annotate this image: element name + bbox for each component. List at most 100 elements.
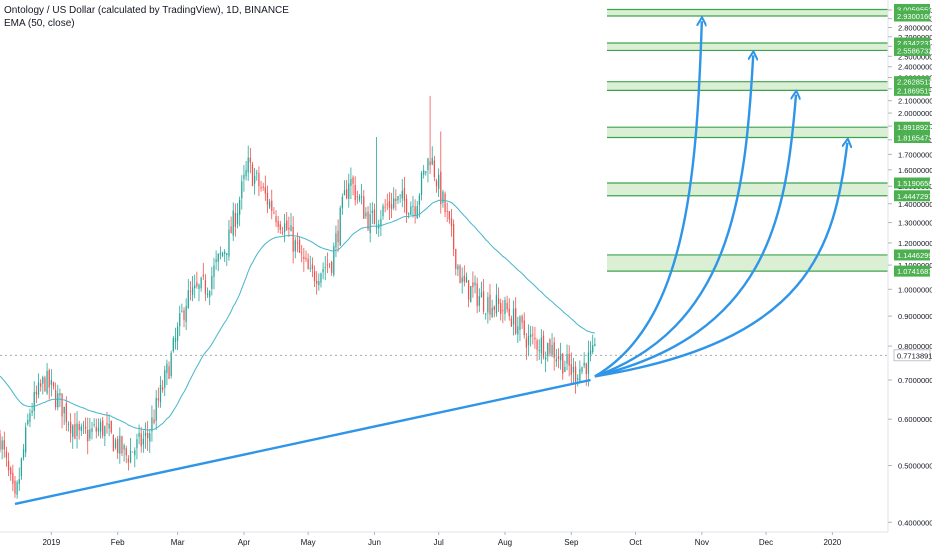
candle-body xyxy=(247,157,249,173)
candle xyxy=(204,274,207,301)
zone-2-bottom-label: 2.55867320 xyxy=(897,46,932,55)
candle-body xyxy=(89,429,91,439)
candle-body xyxy=(106,423,108,425)
candle-body xyxy=(256,172,258,174)
candle-body xyxy=(187,290,189,309)
candle-body xyxy=(519,316,521,330)
candle xyxy=(18,467,20,491)
candle-body xyxy=(553,342,555,358)
candle xyxy=(82,421,85,434)
candle xyxy=(245,160,247,181)
candle-body xyxy=(67,423,70,425)
zone-6-bottom-label: 1.07416873 xyxy=(897,267,932,276)
target-zone-1 xyxy=(607,9,888,16)
support-trendline xyxy=(14,378,591,506)
candle xyxy=(183,307,185,328)
price-tick-label: 1.10000000 xyxy=(898,261,932,270)
candle-body xyxy=(504,300,506,315)
candle-body xyxy=(386,204,388,206)
candle-body xyxy=(318,281,320,286)
candle-body xyxy=(183,310,185,320)
candle-body xyxy=(268,201,271,208)
candle-body xyxy=(403,188,406,201)
candle xyxy=(365,207,367,220)
candle-body xyxy=(363,196,365,219)
candle-body xyxy=(114,440,117,448)
drawings xyxy=(0,21,888,506)
price-axis: 3.000000002.900000002.800000002.70000000… xyxy=(887,0,932,550)
candle xyxy=(20,457,23,480)
candle xyxy=(219,246,222,260)
candle-body xyxy=(497,298,500,304)
candle-body xyxy=(309,267,311,269)
time-tick-label: Apr xyxy=(238,538,251,547)
candle-body xyxy=(544,357,547,360)
candle xyxy=(172,335,174,353)
candle-body xyxy=(140,433,142,447)
zone-5-bottom-label-bg xyxy=(894,190,930,202)
candle-body xyxy=(157,398,159,401)
candle-body xyxy=(87,429,89,442)
candle-body xyxy=(52,381,55,387)
candle xyxy=(22,443,25,461)
candle-body xyxy=(176,326,179,341)
candle-body xyxy=(331,261,333,273)
candle xyxy=(333,242,335,277)
candle xyxy=(256,169,258,181)
candle xyxy=(414,199,416,224)
candle xyxy=(194,274,196,299)
candle-body xyxy=(463,275,465,282)
candle xyxy=(50,369,52,397)
candle xyxy=(93,418,95,428)
candle xyxy=(144,422,147,449)
candle-body xyxy=(423,170,425,175)
candle-body xyxy=(412,206,414,208)
candle xyxy=(397,195,399,204)
zone-5-bottom-label: 1.44472973 xyxy=(897,192,932,201)
candle xyxy=(371,202,373,224)
candle xyxy=(427,157,429,183)
target-zone-2 xyxy=(607,43,888,51)
candle-body xyxy=(5,451,8,458)
candle-body xyxy=(356,196,358,198)
candle xyxy=(247,145,249,181)
candle xyxy=(54,382,57,411)
candle xyxy=(127,455,130,471)
zone-6-top-label-bg xyxy=(894,249,930,261)
candle-body xyxy=(587,352,590,374)
price-tick-label: 1.40000000 xyxy=(898,200,932,209)
candle xyxy=(581,366,583,375)
candle xyxy=(491,299,493,319)
candle-body xyxy=(542,335,545,358)
time-tick-label: 2019 xyxy=(42,538,60,547)
candle-body xyxy=(339,207,341,246)
candle-body xyxy=(416,206,418,219)
candle-body xyxy=(213,265,215,277)
candle xyxy=(117,435,119,460)
candle-body xyxy=(559,353,562,361)
candle xyxy=(382,203,384,220)
candle xyxy=(209,290,211,306)
candle xyxy=(570,352,572,385)
candle xyxy=(390,192,393,219)
candle-body xyxy=(337,230,339,243)
candle xyxy=(149,428,151,454)
candle-body xyxy=(585,363,587,375)
candle-body xyxy=(476,283,478,307)
candle-body xyxy=(482,291,485,312)
candle xyxy=(189,281,192,301)
candle-body xyxy=(288,227,290,230)
candle-body xyxy=(61,393,63,417)
zone-1-top-label-bg xyxy=(894,3,930,15)
candle xyxy=(296,232,299,253)
candle xyxy=(549,338,551,357)
candle xyxy=(3,431,5,458)
candle xyxy=(200,276,202,292)
candle xyxy=(176,322,179,350)
candle-body xyxy=(194,285,196,289)
candle xyxy=(538,339,540,360)
candle xyxy=(114,437,117,450)
